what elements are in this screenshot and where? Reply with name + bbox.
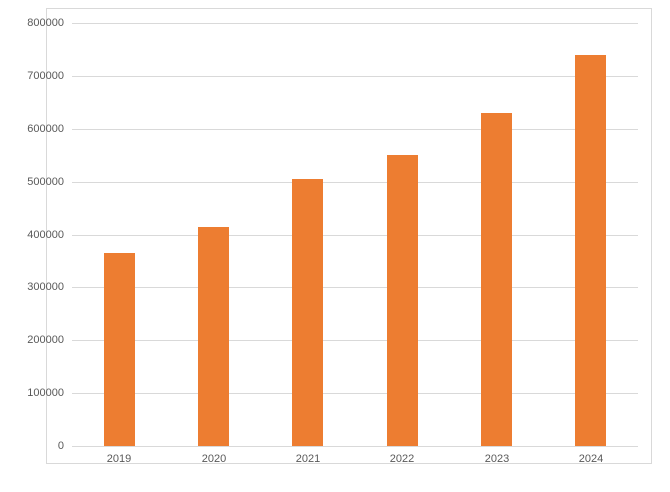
gridline-800000 [72, 23, 638, 24]
gridline-100000 [72, 393, 638, 394]
y-tick-label-800000: 800000 [27, 17, 64, 29]
bar-2019 [104, 253, 135, 446]
gridline-600000 [72, 129, 638, 130]
x-tick-label-2023: 2023 [484, 453, 510, 465]
gridline-200000 [72, 340, 638, 341]
x-tick-label-2021: 2021 [295, 453, 321, 465]
y-tick-label-700000: 700000 [27, 70, 64, 82]
y-tick-label-300000: 300000 [27, 281, 64, 293]
bar-2022 [387, 155, 418, 446]
bar-2020 [198, 227, 229, 446]
x-tick-label-2022: 2022 [389, 453, 415, 465]
bar-2021 [292, 179, 323, 446]
bar-2023 [481, 113, 512, 446]
y-tick-label-400000: 400000 [27, 229, 64, 241]
x-axis-line [72, 446, 638, 447]
gridline-400000 [72, 235, 638, 236]
y-tick-label-0: 0 [57, 440, 64, 452]
x-tick-label-2020: 2020 [201, 453, 227, 465]
y-tick-label-500000: 500000 [27, 176, 64, 188]
y-tick-label-200000: 200000 [27, 334, 64, 346]
x-tick-label-2024: 2024 [578, 453, 604, 465]
chart-plot-frame [46, 8, 652, 464]
gridline-300000 [72, 287, 638, 288]
x-tick-label-2019: 2019 [106, 453, 132, 465]
y-tick-label-100000: 100000 [27, 387, 64, 399]
gridline-500000 [72, 182, 638, 183]
bar-2024 [575, 55, 606, 446]
y-tick-label-600000: 600000 [27, 123, 64, 135]
gridline-700000 [72, 76, 638, 77]
